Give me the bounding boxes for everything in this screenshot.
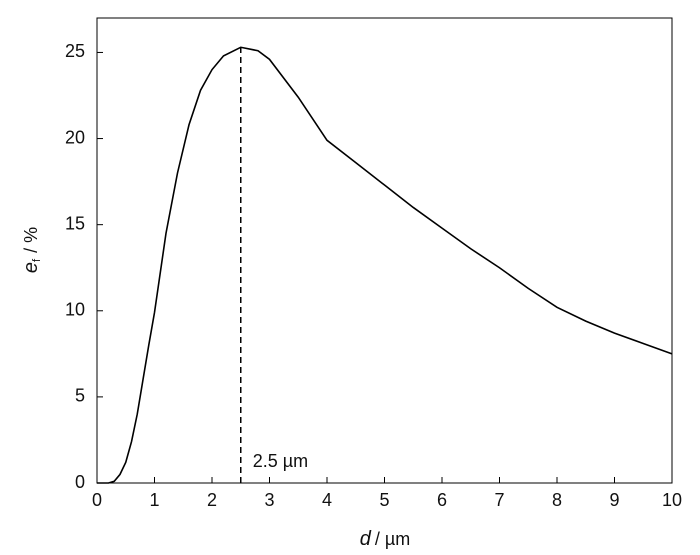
y-tick-label: 25 bbox=[65, 41, 85, 61]
annotation: 2.5 µm bbox=[253, 451, 308, 471]
x-tick-label: 8 bbox=[552, 490, 562, 510]
y-tick-label: 0 bbox=[75, 472, 85, 492]
x-label-unit: / µm bbox=[375, 529, 410, 549]
x-tick-label: 3 bbox=[264, 490, 274, 510]
y-tick-label: 20 bbox=[65, 127, 85, 147]
x-tick-label: 2 bbox=[207, 490, 217, 510]
y-tick-label: 10 bbox=[65, 300, 85, 320]
x-tick-label: 1 bbox=[149, 490, 159, 510]
x-label-symbol: d bbox=[360, 528, 372, 550]
x-tick-label: 10 bbox=[662, 490, 682, 510]
x-tick-label: 9 bbox=[609, 490, 619, 510]
y-label-unit: / % bbox=[21, 227, 41, 253]
y-axis-label: ef / % bbox=[20, 227, 43, 273]
y-tick-label: 15 bbox=[65, 213, 85, 233]
x-tick-label: 6 bbox=[437, 490, 447, 510]
y-tick-label: 5 bbox=[75, 386, 85, 406]
y-label-symbol: e bbox=[20, 262, 42, 273]
x-tick-label: 5 bbox=[379, 490, 389, 510]
data-line bbox=[97, 46, 673, 484]
x-tick-label: 0 bbox=[92, 490, 102, 510]
plot-frame bbox=[96, 17, 673, 484]
x-axis-label: d / µm bbox=[360, 528, 411, 550]
x-tick-label: 7 bbox=[494, 490, 504, 510]
x-tick-label: 4 bbox=[322, 490, 332, 510]
y-label-subscript: f bbox=[31, 258, 43, 262]
